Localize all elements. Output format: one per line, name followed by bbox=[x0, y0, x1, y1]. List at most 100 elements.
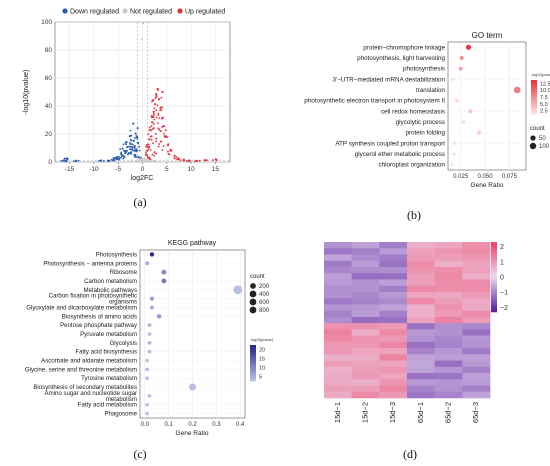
go-category-label: glycolytic process bbox=[396, 119, 445, 126]
volcano-legend-swatch bbox=[122, 8, 128, 14]
heatmap-cell bbox=[407, 242, 435, 249]
heatmap-cell bbox=[407, 348, 435, 355]
heatmap-cell bbox=[351, 248, 380, 255]
heatmap-legend: 2 1 0 −1 −2 bbox=[491, 242, 508, 313]
panel-label-a: (a) bbox=[133, 195, 146, 209]
volcano-point bbox=[142, 160, 145, 162]
kegg-x-label: Gene Ratio bbox=[176, 430, 209, 437]
volcano-point bbox=[161, 149, 164, 152]
heatmap-cell bbox=[407, 335, 435, 343]
kegg-color-bar-segment bbox=[250, 357, 256, 360]
heatmap-cell bbox=[324, 266, 352, 274]
volcano-point bbox=[182, 159, 185, 162]
volcano-point bbox=[152, 123, 155, 125]
go-color-bar-segment bbox=[531, 88, 537, 91]
go-category-label: photosynthesis bbox=[403, 66, 445, 73]
volcano-x-tick-label: -15 bbox=[65, 166, 75, 173]
volcano-point bbox=[148, 138, 151, 141]
heatmap-cell bbox=[379, 348, 408, 355]
volcano-point bbox=[185, 160, 188, 162]
heatmap-color-tick: −2 bbox=[500, 305, 508, 312]
heatmap-cell bbox=[462, 323, 491, 330]
go-point bbox=[450, 163, 454, 167]
heatmap-cell bbox=[407, 385, 435, 393]
kegg-color-bar-segment bbox=[250, 372, 256, 375]
heatmap-cell bbox=[407, 366, 435, 374]
go-color-legend-title: -log10(pvalue) bbox=[531, 73, 550, 77]
heatmap-color-bar-segment bbox=[491, 259, 497, 263]
volcano-point bbox=[150, 135, 153, 138]
heatmap-color-bar-segment bbox=[491, 265, 497, 269]
volcano-point bbox=[102, 160, 105, 162]
go-color-bar-segment bbox=[531, 107, 537, 110]
volcano-point bbox=[115, 158, 117, 161]
go-category-label: 3'−UTR−mediated mRNA destabilization bbox=[332, 76, 445, 83]
heatmap-cell bbox=[434, 266, 463, 274]
volcano-point bbox=[158, 129, 161, 132]
kegg-color-bar-segment bbox=[250, 345, 256, 348]
volcano-y-label: -log10(pvalue) bbox=[23, 70, 30, 115]
volcano-x-tick-label: 5 bbox=[165, 166, 169, 173]
volcano-point bbox=[166, 136, 169, 139]
go-plot-area bbox=[447, 41, 527, 171]
volcano-point bbox=[188, 160, 191, 162]
go-color-bar-segment bbox=[531, 98, 537, 101]
heatmap-cell bbox=[351, 366, 380, 374]
heatmap-cell bbox=[407, 360, 435, 368]
go-x-tick-label: 0.075 bbox=[502, 174, 518, 180]
volcano-point bbox=[112, 157, 115, 160]
heatmap-color-bar-segment bbox=[491, 297, 497, 301]
heatmap-cell bbox=[324, 285, 352, 293]
heatmap-cell bbox=[434, 254, 463, 262]
volcano-point bbox=[113, 159, 116, 162]
kegg-color-bar-segment bbox=[250, 364, 256, 367]
heatmap-cell bbox=[434, 316, 463, 324]
heatmap-cell bbox=[324, 248, 352, 255]
go-term-plot: GO term protein−chromophore linkage photo… bbox=[304, 31, 550, 222]
heatmap-color-bar-segment bbox=[491, 288, 497, 292]
kegg-category-label: metabolism bbox=[106, 396, 137, 403]
kegg-category-label: Glycolysis bbox=[110, 340, 137, 347]
heatmap-cell bbox=[351, 373, 380, 380]
volcano-point bbox=[160, 117, 164, 120]
volcano-point bbox=[157, 145, 160, 148]
heatmap-color-tick: 1 bbox=[500, 259, 504, 266]
volcano-point bbox=[167, 144, 169, 147]
volcano-point bbox=[164, 136, 167, 139]
volcano-point bbox=[153, 154, 156, 157]
volcano-point bbox=[128, 135, 131, 138]
volcano-point bbox=[212, 159, 214, 161]
heatmap-cell bbox=[379, 254, 408, 262]
volcano-point bbox=[139, 160, 143, 163]
kegg-color-tick: 15 bbox=[259, 357, 265, 363]
heatmap-cell bbox=[462, 379, 491, 386]
volcano-point bbox=[130, 134, 133, 137]
heatmap-column-label: 15d−1 bbox=[333, 402, 342, 423]
go-point bbox=[458, 66, 463, 71]
volcano-point bbox=[176, 158, 178, 161]
heatmap-cell bbox=[324, 316, 352, 324]
go-color-tick: 10.0 bbox=[540, 88, 550, 94]
heatmap-cell bbox=[324, 254, 352, 262]
heatmap-cell bbox=[434, 366, 463, 374]
volcano-point bbox=[146, 158, 149, 161]
heatmap-cell bbox=[434, 298, 463, 305]
kegg-category-label: Photosynthesis − antenna proteins bbox=[43, 260, 137, 267]
go-color-bar-segment bbox=[531, 80, 537, 82]
heatmap-cell bbox=[434, 304, 463, 311]
kegg-color-bar-segment bbox=[250, 368, 256, 371]
kegg-size-legend-label: 800 bbox=[259, 308, 270, 314]
volcano-point bbox=[125, 143, 128, 146]
volcano-legend-label: Not regulated bbox=[130, 9, 172, 16]
heatmap-color-bar-segment bbox=[491, 250, 497, 254]
volcano-point bbox=[147, 148, 150, 151]
panel-label-b: (b) bbox=[407, 208, 421, 222]
kegg-category-label: Carbon metabolism bbox=[84, 278, 137, 285]
go-color-bar-segment bbox=[531, 93, 537, 96]
volcano-point bbox=[159, 140, 163, 143]
heatmap-cell bbox=[434, 323, 463, 330]
go-size-legend-label: 100 bbox=[539, 144, 550, 150]
volcano-point bbox=[134, 154, 137, 157]
heatmap-cell bbox=[379, 391, 408, 399]
